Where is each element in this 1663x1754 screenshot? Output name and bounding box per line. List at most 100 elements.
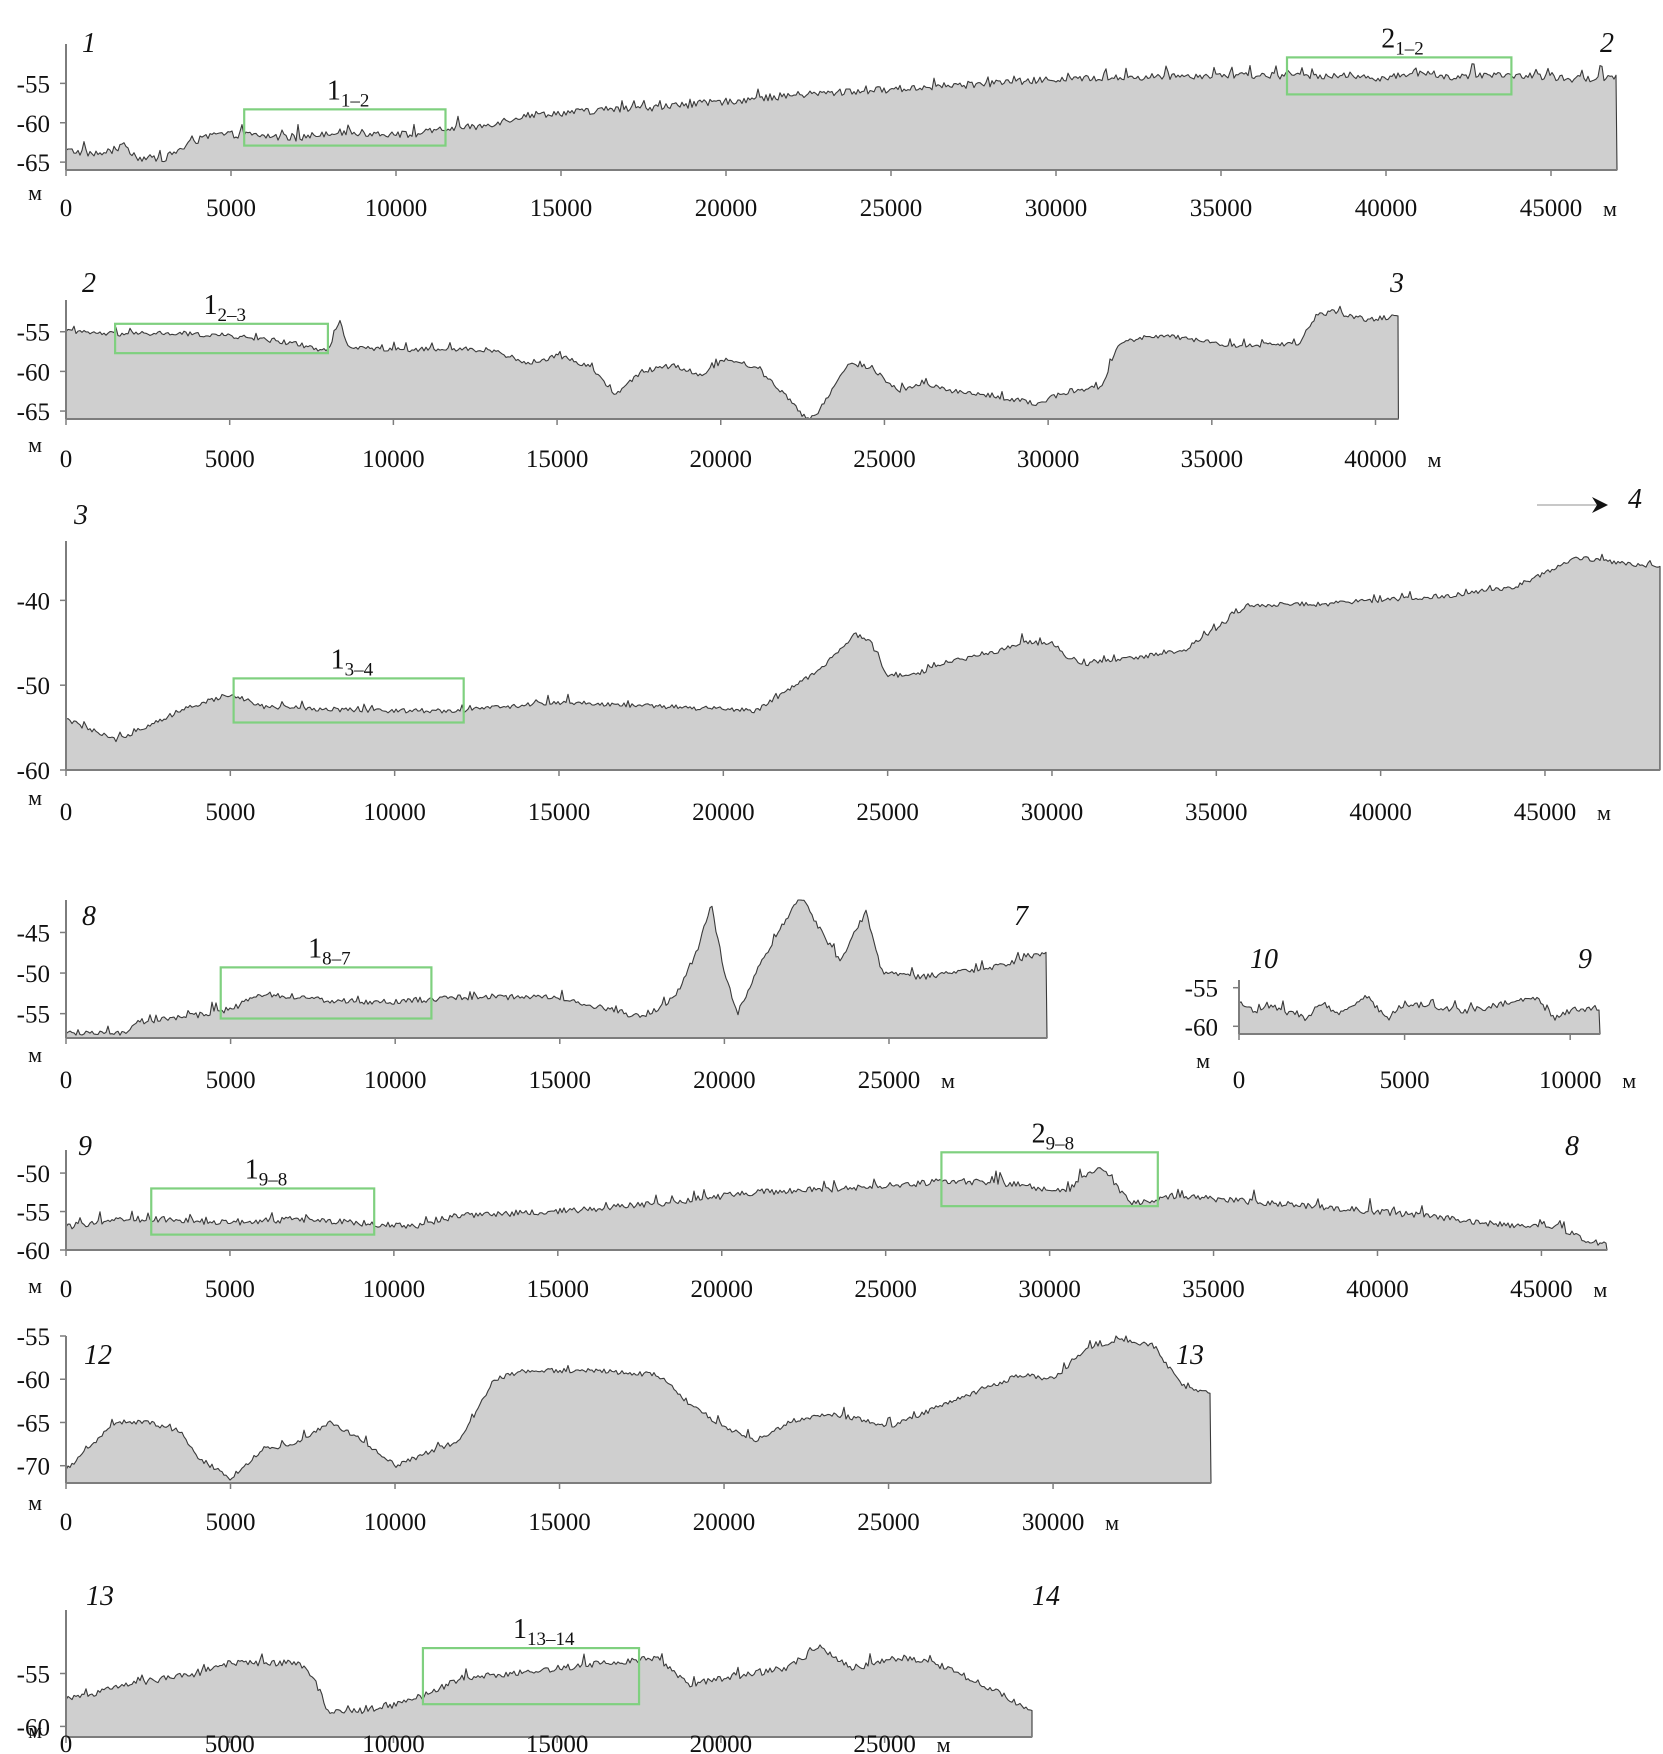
box-label-subscript: 3–4 <box>345 659 374 680</box>
x-tick-label: 25000 <box>860 195 923 222</box>
highlight-box <box>150 1187 376 1236</box>
highlight-box-label: 11–2 <box>327 75 370 111</box>
y-tick-label: -60 <box>17 111 50 138</box>
x-tick-label: 20000 <box>695 195 758 222</box>
profile-end-label: 3 <box>1389 268 1404 299</box>
profile-area-2 <box>65 305 1399 420</box>
x-tick-label: 25000 <box>856 799 919 826</box>
highlight-box <box>232 677 465 724</box>
x-tick-label: 40000 <box>1349 799 1412 826</box>
box-label-main: 1 <box>513 1614 527 1645</box>
y-tick-label: -60 <box>17 1714 50 1741</box>
profile-panel-5: 0 5000 10000 -55 -60 м м 10 9 <box>1185 944 1637 1094</box>
profile-end-label: 13 <box>1176 1340 1204 1371</box>
profile-area-8 <box>65 1644 1033 1738</box>
box-label-main: 1 <box>331 644 345 675</box>
y-tick-label: -55 <box>17 1200 50 1227</box>
x-tick-label: 45000 <box>1510 1276 1573 1303</box>
y-tick-label: -65 <box>17 150 50 177</box>
y-unit-label: м <box>28 1718 42 1743</box>
box-label-main: 1 <box>308 933 322 964</box>
profile-panel-3: 0 5000 10000 15000 20000 25000 30000 35000 40000… <box>17 484 1661 826</box>
direction-arrow-icon <box>1592 497 1608 513</box>
box-label-subscript: 9–8 <box>259 1169 288 1190</box>
profile-end-label: 4 <box>1628 484 1642 515</box>
x-unit-label: м <box>1603 196 1617 221</box>
y-tick-label: -55 <box>1185 976 1218 1003</box>
highlight-box-label: 113–14 <box>513 1614 575 1650</box>
x-tick-label: 15000 <box>526 446 589 473</box>
profile-end-label: 14 <box>1032 1581 1060 1612</box>
y-tick-label: -50 <box>17 673 50 700</box>
box-label-subscript: 8–7 <box>322 948 351 969</box>
box-label-subscript: 2–3 <box>218 305 247 326</box>
profile-start-label: 10 <box>1250 944 1278 975</box>
x-tick-label: 20000 <box>692 799 755 826</box>
x-tick-label: 40000 <box>1355 195 1418 222</box>
x-unit-label: м <box>1105 1510 1119 1535</box>
x-tick-label: 15000 <box>527 1276 590 1303</box>
x-tick-label: 10000 <box>364 1509 427 1536</box>
x-tick-label: 5000 <box>205 799 255 826</box>
x-tick-label: 5000 <box>206 195 256 222</box>
x-tick-label: 5000 <box>206 1509 256 1536</box>
x-tick-label: 15000 <box>526 1731 589 1754</box>
profile-area-5 <box>1238 994 1601 1035</box>
x-tick-label: 25000 <box>857 1509 920 1536</box>
x-tick-label: 25000 <box>853 446 916 473</box>
profile-area-6 <box>65 1167 1608 1251</box>
x-tick-label: 20000 <box>693 1067 756 1094</box>
x-tick-label: 0 <box>60 1276 73 1303</box>
x-tick-label: 35000 <box>1182 1276 1245 1303</box>
x-tick-label: 40000 <box>1344 446 1407 473</box>
x-tick-label: 5000 <box>206 1067 256 1094</box>
box-label-main: 1 <box>204 290 218 321</box>
x-tick-label: 30000 <box>1021 799 1084 826</box>
y-tick-label: -50 <box>17 1161 50 1188</box>
highlight-box <box>940 1151 1159 1208</box>
y-unit-label: м <box>1196 1048 1210 1073</box>
profile-area-7 <box>65 1335 1212 1484</box>
highlight-box <box>243 108 447 147</box>
x-tick-label: 25000 <box>854 1276 917 1303</box>
x-unit-label: м <box>941 1068 955 1093</box>
x-tick-label: 0 <box>60 1067 73 1094</box>
x-tick-label: 0 <box>60 1731 73 1754</box>
x-tick-label: 5000 <box>205 446 255 473</box>
y-tick-label: -60 <box>17 1367 50 1394</box>
box-label-subscript: 9–8 <box>1046 1133 1075 1154</box>
x-tick-label: 10000 <box>1539 1067 1602 1094</box>
x-tick-label: 10000 <box>364 1067 427 1094</box>
profile-start-label: 9 <box>78 1131 92 1162</box>
x-tick-label: 30000 <box>1018 1276 1081 1303</box>
highlight-box-label: 18–7 <box>308 933 351 969</box>
profile-start-label: 2 <box>82 268 96 299</box>
x-tick-label: 0 <box>60 1509 73 1536</box>
profile-end-label: 8 <box>1565 1131 1579 1162</box>
profile-end-label: 7 <box>1014 901 1029 932</box>
profile-start-label: 13 <box>86 1581 114 1612</box>
box-label-main: 1 <box>327 75 341 106</box>
y-tick-label: -55 <box>17 1002 50 1029</box>
y-tick-label: -60 <box>17 758 50 785</box>
box-label-main: 1 <box>245 1154 259 1185</box>
y-tick-label: -70 <box>17 1454 50 1481</box>
y-tick-label: -50 <box>17 961 50 988</box>
x-tick-label: 45000 <box>1520 195 1583 222</box>
x-tick-label: 40000 <box>1346 1276 1409 1303</box>
profile-panel-2: 0 5000 10000 15000 20000 25000 30000 35000 40000… <box>17 268 1442 473</box>
y-unit-label: м <box>28 1273 42 1298</box>
highlight-box <box>1285 56 1513 96</box>
x-tick-label: 15000 <box>528 799 591 826</box>
y-tick-label: -55 <box>17 1324 50 1351</box>
box-label-subscript: 1–2 <box>1395 38 1424 59</box>
x-unit-label: м <box>1622 1068 1636 1093</box>
highlight-box-label: 12–3 <box>204 290 247 326</box>
profile-start-label: 1 <box>82 28 96 59</box>
profile-end-label: 2 <box>1600 28 1614 59</box>
x-tick-label: 25000 <box>853 1731 916 1754</box>
highlight-box-label: 19–8 <box>245 1154 287 1190</box>
profile-area-3 <box>65 553 1661 771</box>
profile-end-label: 9 <box>1578 944 1592 975</box>
